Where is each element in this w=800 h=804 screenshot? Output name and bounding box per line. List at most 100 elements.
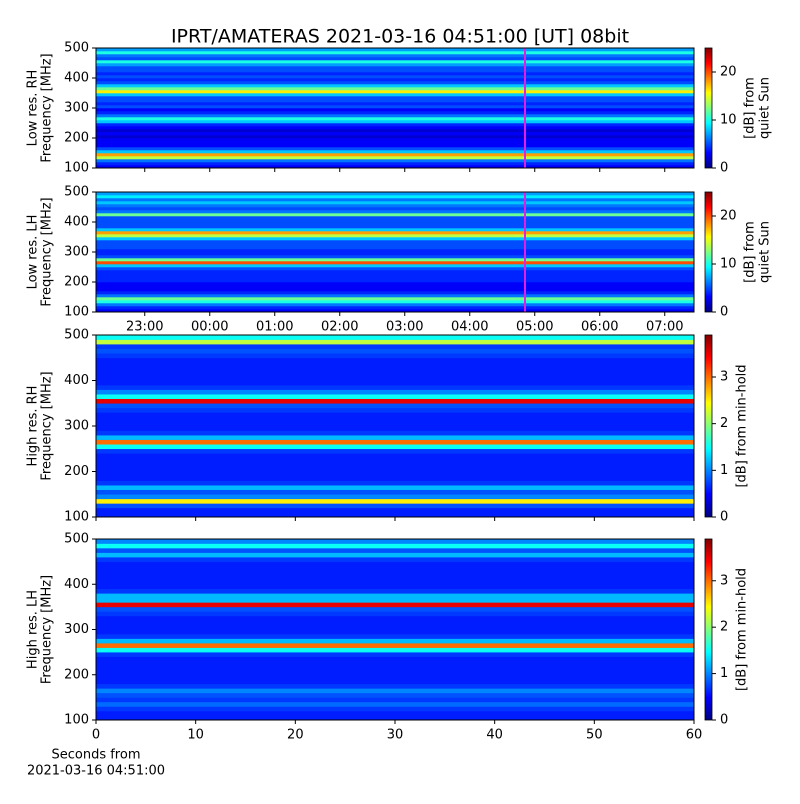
- heatmap-cell: [96, 692, 694, 698]
- x-tick-label: 03:00: [386, 320, 423, 335]
- heatmap-cell: [96, 66, 694, 70]
- y-tick-label: 500: [64, 185, 89, 200]
- heatmap-cell: [96, 503, 694, 509]
- heatmap-cell: [96, 435, 694, 440]
- heatmap-cell: [96, 108, 694, 112]
- heatmap-cell: [96, 665, 694, 671]
- heatmap-cell: [96, 539, 694, 544]
- heatmap-cell: [96, 90, 694, 94]
- x-tick-label: 23:00: [126, 320, 163, 335]
- heatmap-cell: [96, 652, 694, 657]
- heatmap-cell: [96, 507, 694, 513]
- heatmap-cell: [96, 710, 694, 716]
- heatmap-cell: [96, 123, 694, 127]
- colorbar-tick-label: 0: [720, 161, 728, 176]
- heatmap-cell: [96, 444, 694, 450]
- heatmap-cell: [96, 222, 694, 226]
- heatmap-cell: [96, 255, 694, 259]
- heatmap-cell: [96, 561, 694, 567]
- heatmap-cell: [96, 273, 694, 277]
- heatmap-cell: [96, 362, 694, 368]
- heatmap-cell: [96, 102, 694, 106]
- heatmap-cell: [96, 643, 694, 648]
- heatmap-cell: [96, 162, 694, 166]
- heatmap-cell: [96, 93, 694, 97]
- heatmap-cell: [96, 303, 694, 307]
- heatmap-cell: [96, 54, 694, 58]
- heatmap-cell: [96, 141, 694, 145]
- heatmap-cell: [96, 661, 694, 666]
- x-axis-label: Seconds from: [51, 748, 140, 763]
- heatmap-cell: [96, 480, 694, 486]
- x-tick-label: 20: [287, 728, 304, 743]
- heatmap-cell: [96, 570, 694, 576]
- heatmap-cell: [96, 285, 694, 289]
- heatmap-cell: [96, 606, 694, 612]
- colorbar-label: [dB] from min-hold: [735, 568, 750, 691]
- colorbar: [704, 538, 713, 721]
- heatmap-cell: [96, 394, 694, 399]
- heatmap-cell: [96, 69, 694, 73]
- heatmap-cell: [96, 147, 694, 151]
- heatmap-cell: [96, 138, 694, 142]
- heatmap-cell: [96, 715, 694, 721]
- heatmap-cell: [96, 552, 694, 558]
- heatmap-cell: [96, 135, 694, 139]
- heatmap-cell: [96, 706, 694, 712]
- heatmap-cell: [96, 670, 694, 676]
- colorbar-label: [dB] from: [743, 77, 758, 139]
- heatmap-cell: [96, 416, 694, 422]
- heatmap-cell: [96, 159, 694, 163]
- heatmap-cell: [96, 219, 694, 223]
- heatmap-cell: [96, 421, 694, 427]
- heatmap-cell: [96, 126, 694, 130]
- y-tick-label: 100: [64, 713, 89, 728]
- heatmap-cell: [96, 335, 694, 340]
- heatmap-cell: [96, 306, 694, 310]
- heatmap-cell: [96, 629, 694, 635]
- heatmap-cell: [96, 453, 694, 459]
- heatmap-cell: [96, 494, 694, 500]
- y-tick-label: 500: [64, 328, 89, 343]
- heatmap-cell: [96, 75, 694, 79]
- heatmap-cell: [96, 276, 694, 280]
- heatmap-cell: [96, 288, 694, 292]
- x-axis-label: 2021-03-16 04:51:00: [27, 764, 165, 779]
- heatmap-cell: [96, 261, 694, 265]
- heatmap-cell: [96, 240, 694, 244]
- heatmap-cell: [96, 476, 694, 481]
- heatmap-cell: [96, 566, 694, 571]
- y-tick-label: 200: [64, 275, 89, 290]
- heatmap-cell: [96, 243, 694, 247]
- colorbar: [704, 334, 713, 518]
- heatmap-cell: [96, 204, 694, 208]
- heatmap-cell: [96, 231, 694, 235]
- heatmap-cell: [96, 198, 694, 202]
- heatmap-cell: [96, 279, 694, 283]
- heatmap-cell: [96, 579, 694, 585]
- y-axis-label: Frequency [MHz]: [40, 197, 55, 306]
- heatmap-cell: [96, 548, 694, 553]
- heatmap-cell: [96, 344, 694, 349]
- heatmap-cell: [96, 72, 694, 76]
- y-tick-label: 100: [64, 161, 89, 176]
- heatmap-cell: [96, 300, 694, 304]
- y-axis-label: Low res. LH: [26, 215, 41, 290]
- heatmap-cell: [96, 294, 694, 298]
- heatmap-cell: [96, 195, 694, 199]
- heatmap-cell: [96, 57, 694, 61]
- heatmap-cell: [96, 258, 694, 262]
- heatmap-cell: [96, 210, 694, 214]
- y-tick-label: 500: [64, 41, 89, 56]
- colorbar-label: [dB] from min-hold: [735, 364, 750, 487]
- colorbar-tick-label: 1: [720, 463, 728, 478]
- y-tick-label: 300: [64, 419, 89, 434]
- x-tick-label: 50: [586, 728, 603, 743]
- colorbar-tick-label: 20: [720, 65, 737, 80]
- y-tick-label: 100: [64, 305, 89, 320]
- heatmap-cell: [96, 353, 694, 359]
- x-tick-label: 60: [686, 728, 703, 743]
- heatmap-cell: [96, 144, 694, 148]
- colorbar: [704, 47, 713, 169]
